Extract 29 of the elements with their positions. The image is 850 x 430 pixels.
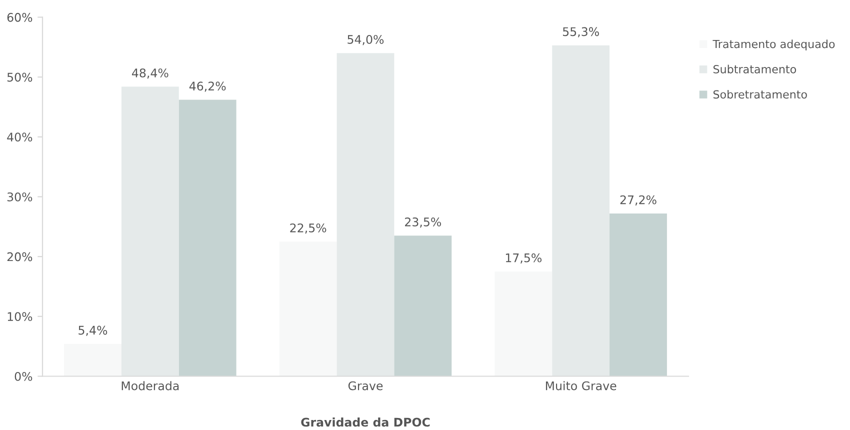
bar	[610, 213, 667, 376]
bar	[178, 100, 236, 376]
y-tick-label: 40%	[7, 132, 32, 142]
bar	[336, 53, 394, 376]
y-tick-label: 60%	[7, 12, 32, 22]
bar	[552, 45, 610, 376]
data-label: 27,2%	[620, 195, 656, 206]
y-tick-label: 50%	[7, 72, 32, 82]
data-label: 17,5%	[506, 253, 542, 264]
y-tick-label: 10%	[8, 312, 32, 322]
data-label: 48,4%	[132, 68, 168, 79]
legend-label: Subtratamento	[713, 64, 796, 74]
y-tick-label: 30%	[7, 192, 32, 202]
data-label: 23,5%	[405, 217, 442, 228]
legend-label: Tratamento adequado	[712, 40, 835, 50]
data-label: 55,3%	[562, 27, 599, 38]
bar	[394, 236, 452, 376]
x-tick-label: Grave	[348, 381, 383, 390]
data-label: 46,2%	[189, 82, 226, 92]
data-label: 5,4%	[78, 326, 108, 336]
y-tick-label: 20%	[7, 252, 32, 262]
x-axis-title: Gravidade da DPOC	[301, 418, 430, 427]
legend-label: Sobretratamento	[713, 90, 807, 99]
data-label: 54,0%	[348, 34, 384, 46]
bar	[121, 86, 179, 376]
x-tick-label: Muito Grave	[546, 381, 616, 390]
x-tick-label: Moderada	[122, 381, 179, 390]
y-tick-label: 0%	[14, 372, 32, 381]
data-label: 22,5%	[290, 223, 326, 234]
